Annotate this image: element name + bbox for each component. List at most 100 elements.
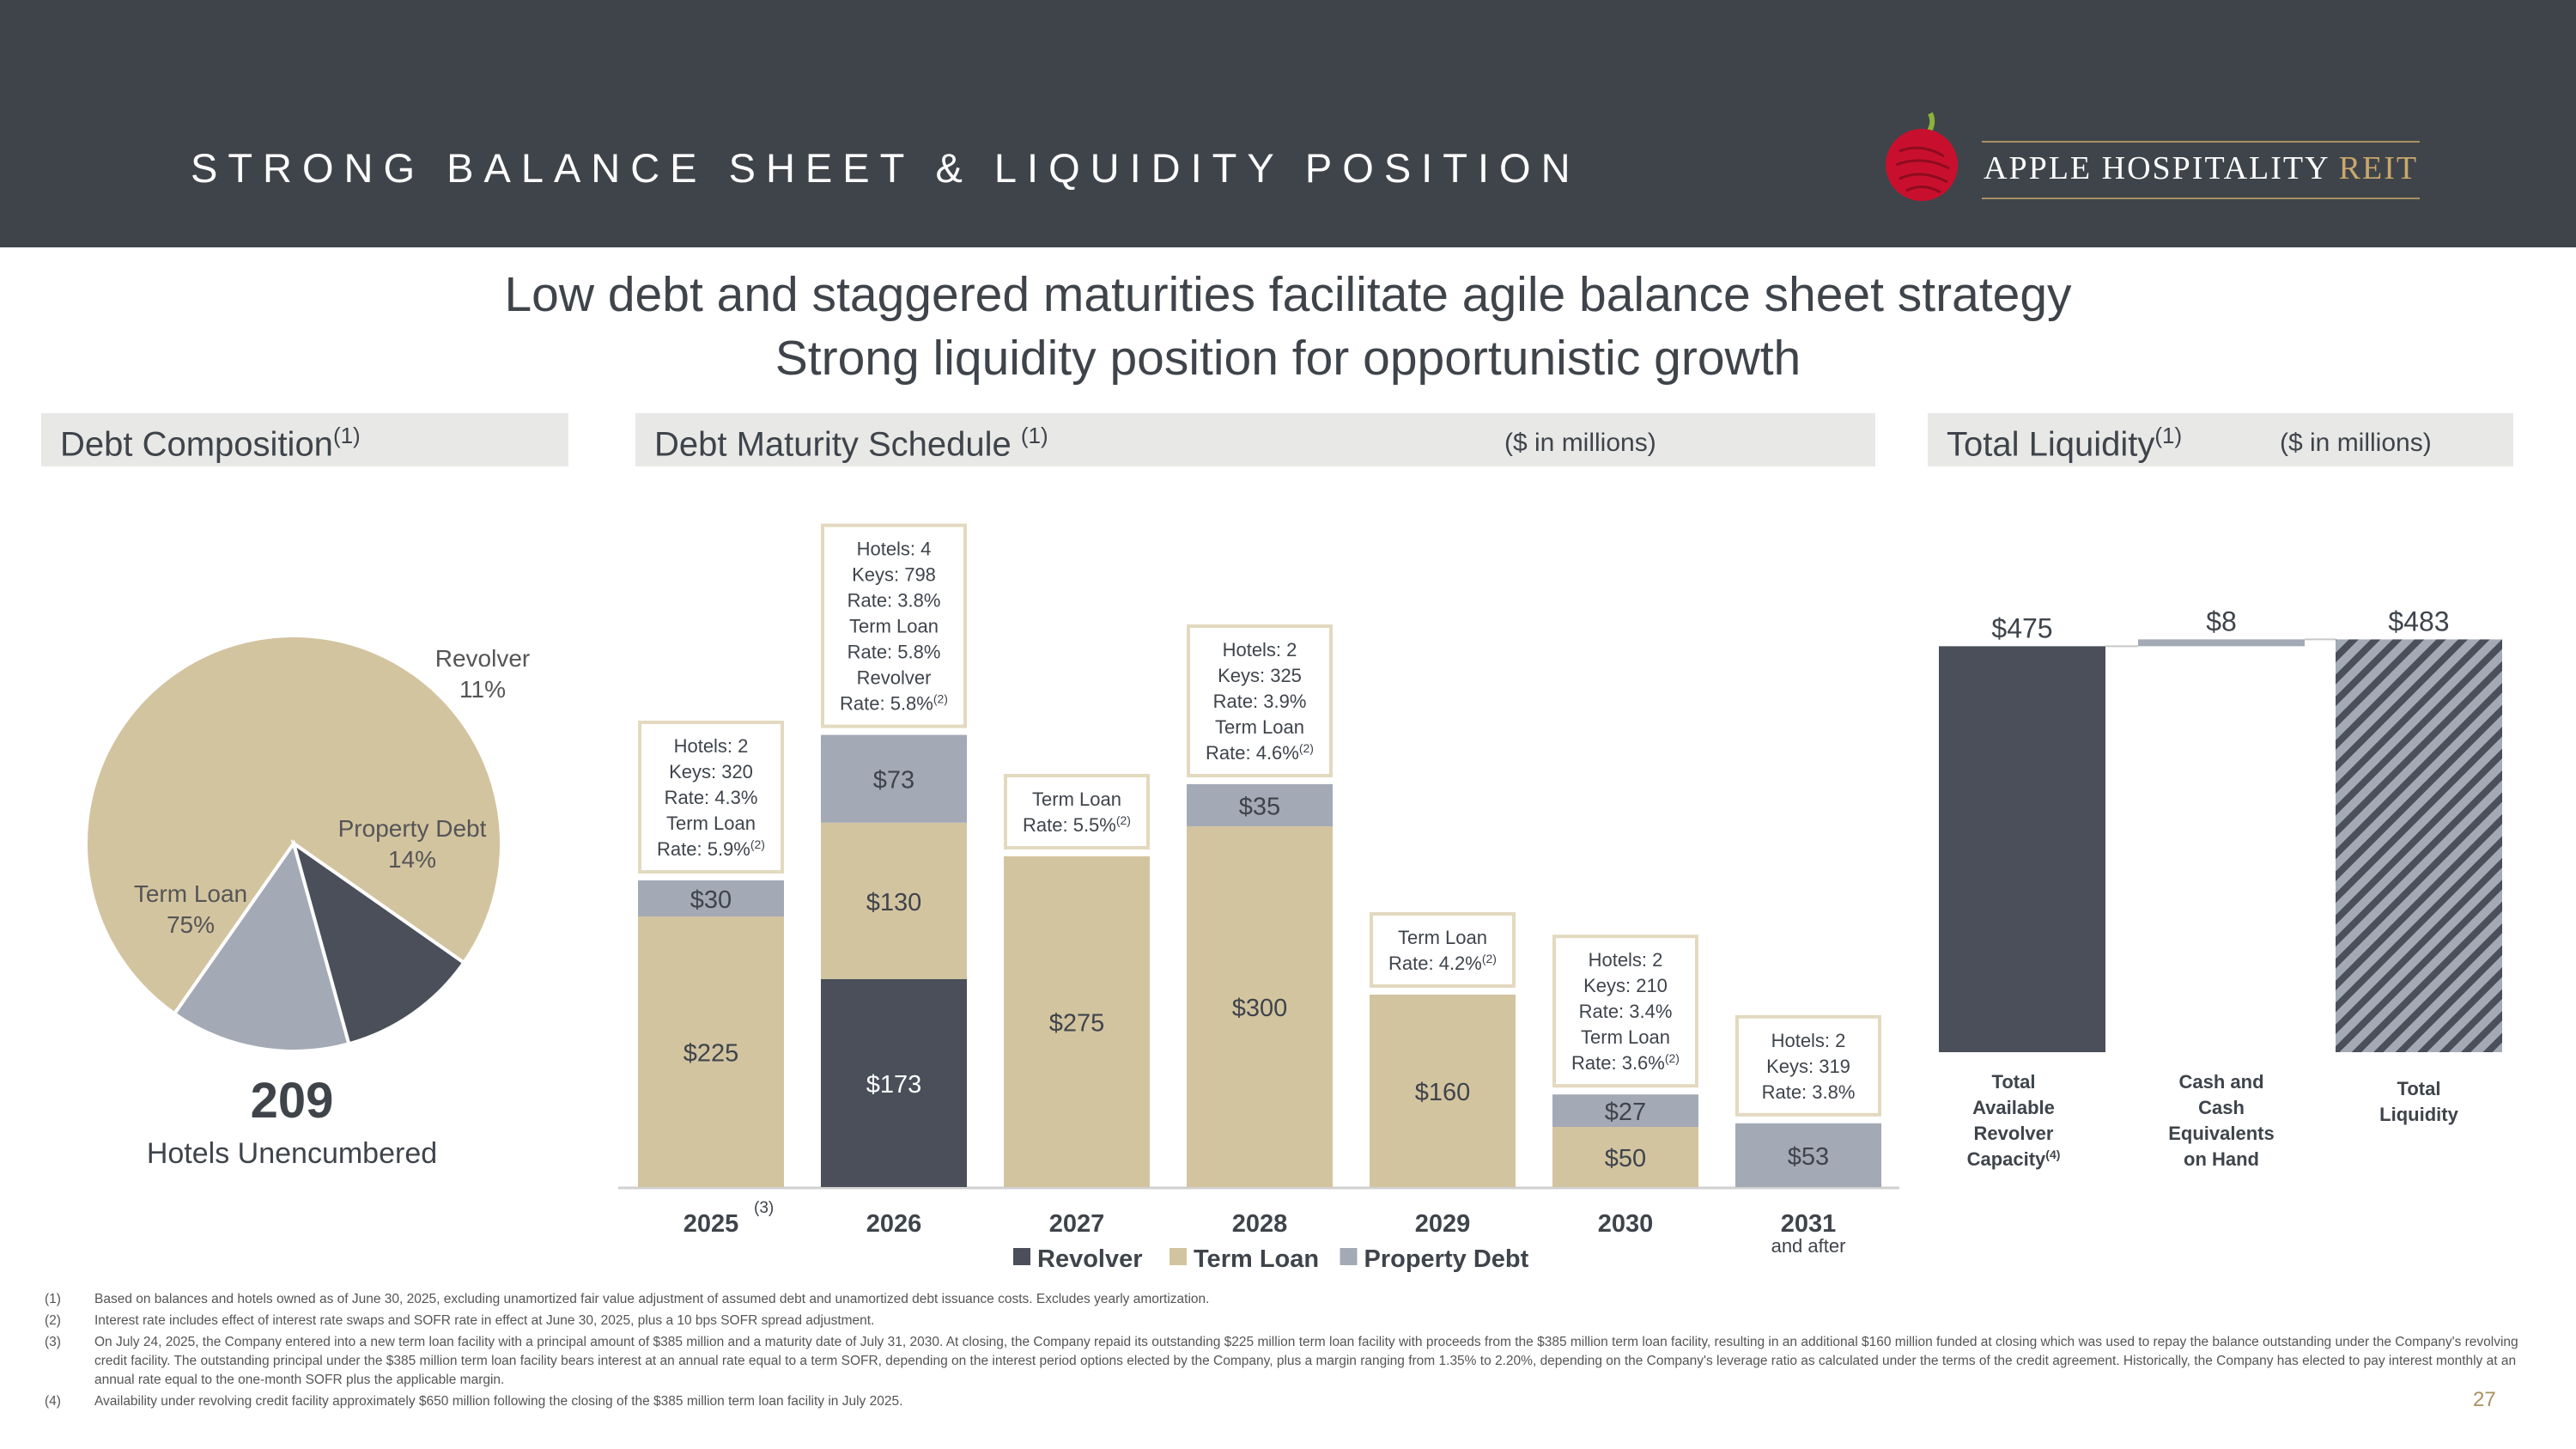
logo-wordmark: APPLE HOSPITALITY REIT [1984, 150, 2419, 186]
annotation-line: Rate: 3.9% [1213, 691, 1307, 712]
maturity-units: ($ in millions) [1504, 429, 1656, 457]
apple-logo-icon [1886, 112, 1958, 201]
total-liquidity-waterfall-chart: $475 Total Available Revolver Capacity(4) $8 C… [1939, 606, 2502, 1170]
annotation-line: Rate: 3.6%(2) [1571, 1051, 1680, 1074]
bar-value-label: $130 [866, 889, 922, 916]
annotation-line: Term Loan [666, 813, 756, 834]
footnote-number: (3) [45, 1335, 61, 1349]
annotation-line: Rate: 3.8% [848, 590, 941, 612]
liquidity-bar-cash [2138, 639, 2305, 647]
footnote-text: Interest rate includes effect of interes… [94, 1313, 875, 1328]
annotation-line: Rate: 4.6%(2) [1206, 741, 1314, 764]
debt-composition-title: Debt Composition(1) [60, 423, 361, 464]
x-tick-label: 2031 [1781, 1210, 1837, 1238]
debt-maturity-bar-chart: $225 $30 2025 (3) $173 $130 $73 2026 $275 2027 $30… [618, 523, 1899, 1273]
bar-value-label: $35 [1239, 794, 1280, 821]
pie-label-property-debt: Property Debt [338, 815, 487, 842]
x-tick-label: 2027 [1049, 1210, 1105, 1238]
annotation-line: Keys: 798 [852, 564, 936, 586]
annotation-line: Keys: 320 [669, 761, 753, 782]
x-tick-sublabel: and after [1771, 1235, 1846, 1257]
footnote-text: Availability under revolving credit faci… [94, 1394, 903, 1409]
bar-2025-term-loan [638, 916, 784, 1187]
annotation-line: Keys: 325 [1218, 665, 1302, 686]
x-tick-label: 2025 [683, 1210, 739, 1238]
annotation-line: Rate: 5.8% [848, 642, 941, 663]
footnote: (4) Availability under revolving credit f… [45, 1392, 2526, 1411]
liquidity-value-label: $475 [1991, 612, 2052, 643]
pie-slice-property-debt [172, 839, 351, 1053]
footnotes: (1) Based on balances and hotels owned as… [45, 1290, 2526, 1414]
footnote-text: On July 24, 2025, the Company entered in… [94, 1335, 2518, 1387]
x-tick-label: 2029 [1415, 1210, 1471, 1238]
bar-2031-property-debt [1735, 1123, 1881, 1187]
liquidity-category-label: Total [2397, 1078, 2441, 1099]
company-logo [1886, 112, 1958, 201]
liquidity-value-label: $8 [2206, 606, 2237, 636]
legend-swatch-property-debt [1340, 1248, 1358, 1265]
bar-2030-term-loan [1552, 1127, 1698, 1187]
annotation-box [1370, 912, 1516, 988]
liquidity-bar-total [2336, 639, 2502, 1052]
liquidity-category-label: Available [1972, 1097, 2055, 1118]
bar-value-label: $173 [866, 1071, 922, 1099]
unencumbered-hotels-count: 209 [250, 1073, 334, 1129]
annotation-line: Keys: 210 [1583, 975, 1668, 996]
slide-title: STRONG BALANCE SHEET & LIQUIDITY POSITIO… [191, 145, 1581, 191]
x-tick-note: (3) [754, 1199, 774, 1217]
liquidity-value-label: $483 [2388, 606, 2449, 636]
annotation-line: Hotels: 4 [857, 539, 932, 560]
pie-slice-term-loan [84, 634, 503, 1017]
bar-value-label: $53 [1788, 1143, 1829, 1171]
liquidity-category-label: on Hand [2184, 1148, 2259, 1170]
bar-value-label: $160 [1415, 1079, 1471, 1106]
legend-swatch-revolver [1013, 1248, 1030, 1265]
pie-pct-revolver: 11% [459, 676, 506, 703]
bar-2028-property-debt [1187, 784, 1333, 826]
pie-label-term-loan: Term Loan [134, 880, 247, 907]
bar-value-label: $275 [1049, 1010, 1105, 1038]
bar-2026-term-loan [821, 822, 967, 979]
annotation-box [638, 721, 784, 874]
footnote-number: (2) [45, 1313, 61, 1328]
bar-2026-revolver [821, 978, 967, 1187]
annotation-line: Term Loan [1398, 927, 1487, 948]
annotation-box [1552, 935, 1698, 1088]
bar-value-label: $225 [683, 1040, 739, 1068]
logo-rule-top [1982, 141, 2420, 143]
pie-pct-property-debt: 14% [388, 846, 436, 873]
annotation-line: Revolver [857, 667, 932, 689]
legend-swatch-term-loan [1170, 1248, 1187, 1265]
liquidity-category-label: Liquidity [2379, 1104, 2458, 1125]
annotation-box [1004, 774, 1150, 849]
annotation-line: Rate: 5.9%(2) [657, 837, 765, 860]
annotation-line: Term Loan [1032, 788, 1121, 810]
liquidity-category-label: Equivalents [2168, 1123, 2274, 1144]
maturity-schedule-title: Debt Maturity Schedule (1) [654, 423, 1048, 464]
bar-value-label: $30 [690, 886, 732, 914]
total-liquidity-header: Total Liquidity(1) ($ in millions) [1928, 413, 2513, 466]
annotation-box [821, 523, 967, 728]
legend-label-term-loan: Term Loan [1194, 1245, 1319, 1273]
unencumbered-hotels-label: Hotels Unencumbered [146, 1137, 438, 1170]
footnote-number: (4) [45, 1394, 61, 1409]
annotation-line: Rate: 5.5%(2) [1023, 813, 1131, 836]
annotation-box [1187, 624, 1333, 777]
annotation-line: Rate: 4.2%(2) [1388, 952, 1497, 974]
footnote-text: Based on balances and hotels owned as of… [94, 1292, 1210, 1306]
headline-secondary: Strong liquidity position for opportunis… [775, 331, 1801, 386]
footnote: (3) On July 24, 2025, the Company entered… [45, 1333, 2526, 1390]
annotation-line: Keys: 319 [1766, 1056, 1850, 1077]
bar-2028-term-loan [1187, 826, 1333, 1187]
pie-pct-term-loan: 75% [167, 911, 215, 938]
footnote: (2) Interest rate includes effect of inte… [45, 1312, 2526, 1330]
annotation-line: Rate: 5.8%(2) [840, 692, 948, 715]
footnote: (1) Based on balances and hotels owned as… [45, 1290, 2526, 1309]
annotation-line: Hotels: 2 [1771, 1030, 1846, 1051]
x-tick-label: 2028 [1232, 1210, 1288, 1238]
debt-composition-pie-chart: Term Loan 75% Revolver 11% Property Debt 14% [84, 634, 530, 1053]
bar-2027-term-loan [1004, 856, 1150, 1187]
bar-2030-property-debt [1552, 1094, 1698, 1127]
annotation-line: Rate: 3.8% [1762, 1081, 1856, 1103]
headline-primary: Low debt and staggered maturities facili… [504, 267, 2072, 322]
